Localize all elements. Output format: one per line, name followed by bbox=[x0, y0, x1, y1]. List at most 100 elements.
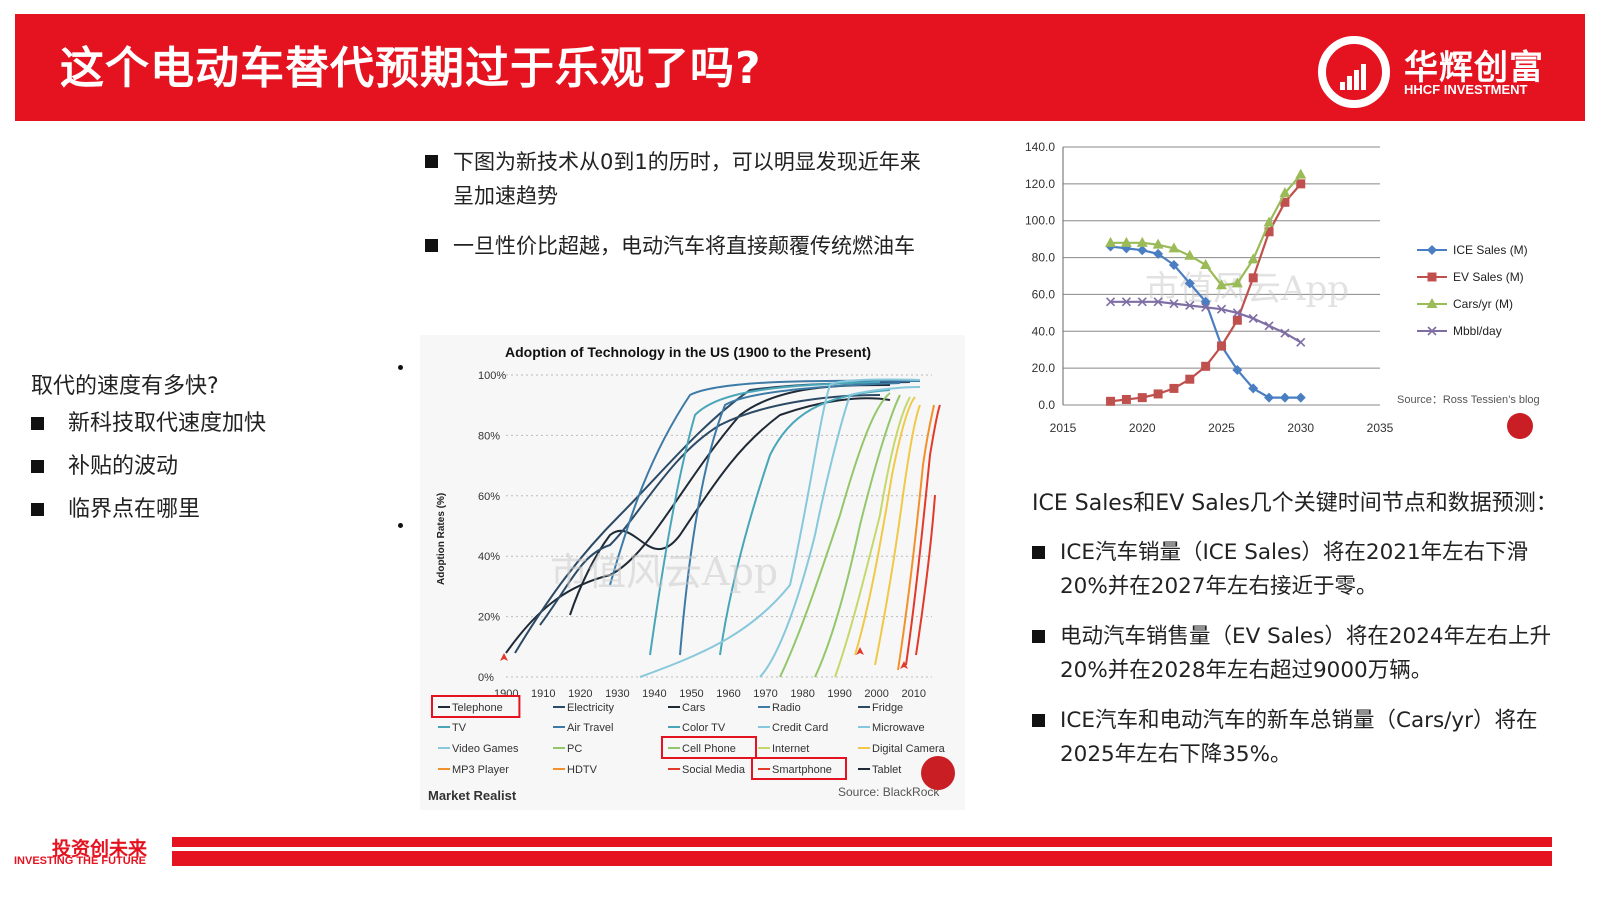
data-point bbox=[1247, 253, 1259, 264]
list-item-text: 补贴的波动 bbox=[68, 454, 179, 479]
seal-icon bbox=[921, 756, 955, 790]
adoption-curve bbox=[814, 394, 901, 678]
data-point bbox=[1137, 245, 1148, 256]
y-tick-label: 20% bbox=[478, 612, 500, 624]
data-point bbox=[1169, 299, 1179, 309]
list-item: ICE汽车销量（ICE Sales）将在2021年左右下滑20%并在2027年左… bbox=[1032, 536, 1562, 604]
data-point bbox=[1248, 273, 1258, 283]
adoption-chart-svg: Adoption of Technology in the US (1900 t… bbox=[428, 344, 955, 803]
data-point bbox=[1248, 383, 1259, 394]
x-tick-label: 1920 bbox=[568, 688, 592, 700]
ice-ev-chart: 0.0 20.0 40.0 60.0 80.0 100.0 120.0 140.0 2015 20… bbox=[1005, 135, 1550, 445]
data-point bbox=[1216, 279, 1227, 290]
list-item-text: 电动汽车销售量（EV Sales）将在2024年左右上升20%并在2028年左右… bbox=[1060, 624, 1552, 683]
legend-label: Air Travel bbox=[567, 722, 613, 734]
x-tick-label: 1900 bbox=[494, 688, 518, 700]
x-tick-label: 2015 bbox=[1050, 421, 1077, 435]
data-point bbox=[1105, 297, 1116, 307]
legend-label: MP3 Player bbox=[452, 764, 509, 776]
x-tick-label: 1960 bbox=[716, 688, 740, 700]
bullet-square-icon bbox=[425, 155, 438, 168]
legend-label: Radio bbox=[772, 702, 801, 714]
data-point bbox=[1216, 304, 1227, 314]
adoption-curve bbox=[905, 404, 941, 666]
legend-label: Color TV bbox=[682, 722, 726, 734]
data-point bbox=[1152, 238, 1164, 249]
x-tick-label: 1940 bbox=[642, 688, 666, 700]
adoption-curve bbox=[854, 396, 916, 656]
adoption-curve bbox=[915, 494, 936, 656]
adoption-curve bbox=[609, 379, 921, 586]
x-tick-label: 2035 bbox=[1367, 421, 1394, 435]
adoption-curve bbox=[897, 404, 935, 671]
legend-label: HDTV bbox=[567, 764, 598, 776]
bullet-square-icon bbox=[1032, 630, 1045, 643]
logo-bars-icon bbox=[1340, 64, 1370, 90]
watermark-text: 市值风云App bbox=[550, 550, 778, 594]
right-intro: ICE Sales和EV Sales几个关键时间节点和数据预测： bbox=[1032, 491, 1558, 516]
arrow-icon bbox=[500, 653, 508, 661]
x-tick-label: 2020 bbox=[1129, 421, 1156, 435]
y-tick-label: 0.0 bbox=[1038, 398, 1055, 412]
arrow-icon bbox=[900, 661, 908, 669]
x-tick-label: 1910 bbox=[531, 688, 555, 700]
y-tick-label: 80% bbox=[478, 430, 500, 442]
data-point bbox=[1184, 278, 1195, 289]
data-point bbox=[1427, 272, 1437, 282]
data-point bbox=[1153, 389, 1163, 399]
source-label: Source: BlackRock bbox=[838, 785, 940, 799]
data-point bbox=[1296, 337, 1306, 347]
data-point bbox=[1201, 302, 1211, 312]
data-point bbox=[1120, 236, 1132, 247]
data-point bbox=[1248, 313, 1258, 323]
y-tick-label: 100.0 bbox=[1025, 214, 1055, 228]
legend-label: PC bbox=[567, 743, 582, 755]
data-point bbox=[1185, 300, 1195, 311]
x-tick-label: 2000 bbox=[864, 688, 888, 700]
y-tick-label: 60.0 bbox=[1032, 287, 1056, 301]
list-item: 新科技取代速度加快 bbox=[31, 410, 266, 453]
list-item: 补贴的波动 bbox=[31, 453, 266, 496]
x-tick-label: 2010 bbox=[901, 688, 925, 700]
list-item: 临界点在哪里 bbox=[31, 496, 266, 539]
legend-label: Digital Camera bbox=[872, 743, 946, 755]
data-point bbox=[1427, 245, 1437, 255]
bullet-square-icon bbox=[1032, 546, 1045, 559]
list-item-text: 临界点在哪里 bbox=[68, 497, 201, 522]
list-item-text: 一旦性价比超越，电动汽车将直接颠覆传统燃油车 bbox=[453, 234, 915, 258]
adoption-curve bbox=[505, 384, 891, 654]
adoption-curve bbox=[759, 386, 921, 678]
y-tick-label: 60% bbox=[478, 491, 500, 503]
adoption-curve bbox=[834, 396, 911, 678]
data-point bbox=[1280, 197, 1290, 207]
data-point bbox=[1137, 393, 1147, 403]
data-point bbox=[1217, 341, 1226, 351]
data-point bbox=[1232, 308, 1242, 318]
legend-label: Internet bbox=[772, 743, 809, 755]
data-point bbox=[1106, 396, 1116, 406]
data-point bbox=[1232, 315, 1242, 325]
company-logo: 华辉创富 HHCF INVESTMENT bbox=[1318, 30, 1568, 108]
right-bullets: ICE汽车销量（ICE Sales）将在2021年左右下滑20%并在2027年左… bbox=[1032, 536, 1562, 788]
data-point bbox=[1295, 392, 1306, 403]
list-item: 下图为新技术从0到1的历时，可以明显发现近年来呈加速趋势 bbox=[425, 145, 925, 213]
y-tick-label: 40.0 bbox=[1032, 324, 1056, 338]
list-item: ICE汽车和电动汽车的新车总销量（Cars/yr）将在2025年左右下降35%。 bbox=[1032, 704, 1562, 772]
y-tick-label: 120.0 bbox=[1025, 177, 1055, 191]
footer-slogan-cn: 投资创未来 bbox=[52, 838, 148, 860]
data-point bbox=[1426, 298, 1438, 308]
data-point bbox=[1136, 236, 1148, 247]
x-tick-label: 1990 bbox=[827, 688, 851, 700]
logo-ring-icon bbox=[1318, 36, 1390, 108]
adoption-curve bbox=[874, 404, 921, 666]
data-point bbox=[1137, 297, 1147, 307]
adoption-chart-title: Adoption of Technology in the US (1900 t… bbox=[505, 344, 871, 360]
page-title: 这个电动车替代预期过于乐观了吗? bbox=[60, 43, 762, 94]
data-point bbox=[1295, 168, 1307, 179]
legend-label: Cell Phone bbox=[682, 743, 736, 755]
data-point bbox=[1263, 216, 1275, 227]
legend-label: ICE Sales (M) bbox=[1453, 243, 1528, 257]
list-item: 电动汽车销售量（EV Sales）将在2024年左右上升20%并在2028年左右… bbox=[1032, 620, 1562, 688]
data-point bbox=[1231, 277, 1243, 288]
adoption-curve bbox=[779, 392, 891, 678]
